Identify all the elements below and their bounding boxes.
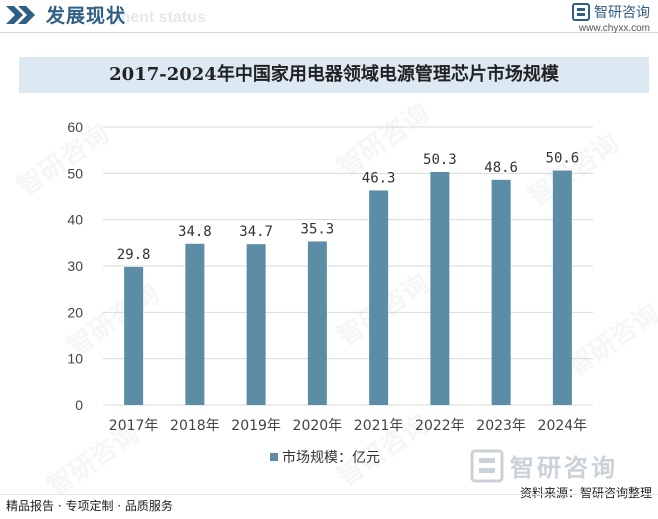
brand-logo-icon xyxy=(470,449,504,482)
bar xyxy=(124,266,144,405)
chart-title-band: 2017-2024年中国家用电器领域电源管理芯片市场规模 xyxy=(19,57,649,93)
y-tick-label: 50 xyxy=(67,165,83,181)
data-label: 34.8 xyxy=(178,224,212,240)
x-tick-label: 2017年 xyxy=(109,418,159,434)
data-label: 29.8 xyxy=(117,247,151,263)
x-tick-label: 2020年 xyxy=(293,418,343,434)
y-tick-label: 0 xyxy=(75,397,83,413)
data-label: 48.6 xyxy=(484,160,518,176)
header: ment status 发展现状 智研咨询 www.chyxx.com xyxy=(0,0,658,40)
bar xyxy=(307,241,327,405)
y-tick-label: 30 xyxy=(67,258,83,274)
grid-layer xyxy=(103,126,593,406)
x-tick-label: 2019年 xyxy=(231,418,281,434)
source-note: 资料来源：智研咨询整理 xyxy=(519,486,652,500)
bar xyxy=(491,179,511,405)
bar-layer xyxy=(124,170,572,405)
legend-swatch xyxy=(270,453,278,461)
page-title: 发展现状 xyxy=(46,5,127,27)
brand-logo-icon xyxy=(572,3,590,21)
data-label: 35.3 xyxy=(301,221,335,237)
double-chevron-icon xyxy=(6,6,35,24)
data-label: 34.7 xyxy=(239,224,273,240)
y-tick-label: 60 xyxy=(67,119,83,135)
x-tick-label: 2023年 xyxy=(476,418,526,434)
chart-title: 2017-2024年中国家用电器领域电源管理芯片市场规模 xyxy=(109,64,559,85)
bar xyxy=(552,170,572,405)
bar xyxy=(246,244,266,405)
bar xyxy=(430,171,450,405)
brand-url: www.chyxx.com xyxy=(578,23,650,34)
x-tick-label: 2021年 xyxy=(354,418,404,434)
bar xyxy=(369,190,389,405)
data-label: 46.3 xyxy=(362,170,396,186)
y-tick-label: 10 xyxy=(67,351,83,367)
x-tick-label: 2024年 xyxy=(538,418,588,434)
watermark-logo-text: 智研咨询 xyxy=(510,454,618,482)
header-divider xyxy=(0,32,658,33)
data-label: 50.6 xyxy=(546,151,580,167)
y-tick-label: 20 xyxy=(67,304,83,320)
watermark-logo: 智研咨询 xyxy=(470,448,618,483)
x-tick-label: 2018年 xyxy=(170,418,220,434)
label-layer: 0 10 20 30 40 50 60 29.8 2017年 34.8 2018年 34.7 2019年… xyxy=(67,119,587,434)
legend: 市场规模：亿元 xyxy=(270,449,380,466)
header-subtitle: ment status xyxy=(116,9,206,26)
bar xyxy=(185,243,205,405)
footer-tagline: 精品报告 · 专项定制 · 品质服务 xyxy=(6,499,173,513)
x-tick-label: 2022年 xyxy=(415,418,465,434)
footer-divider xyxy=(0,494,658,495)
brand: 智研咨询 www.chyxx.com xyxy=(572,2,650,34)
legend-label: 市场规模：亿元 xyxy=(282,449,380,466)
y-tick-label: 40 xyxy=(67,212,83,228)
brand-name: 智研咨询 xyxy=(594,5,650,21)
data-label: 50.3 xyxy=(423,152,457,168)
